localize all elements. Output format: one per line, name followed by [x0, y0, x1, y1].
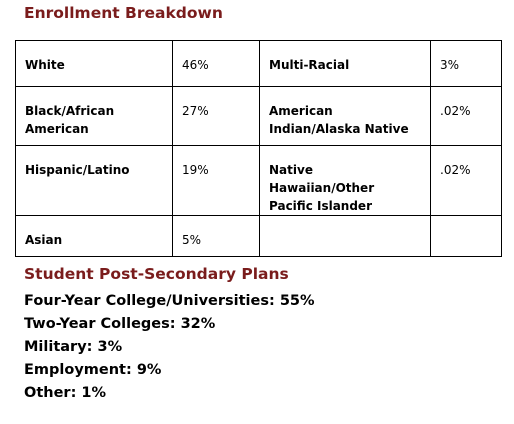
group-label: American Indian/Alaska Native: [259, 86, 431, 146]
group-label: Multi-Racial: [259, 40, 431, 87]
group-percent: 5%: [172, 215, 260, 257]
group-label: White: [15, 40, 173, 87]
group-percent: .02%: [430, 145, 502, 216]
plans-title: Student Post-Secondary Plans: [24, 265, 289, 283]
group-percent: 46%: [172, 40, 260, 87]
table-row: Black/African American 27% American Indi…: [15, 86, 502, 146]
table-row: White 46% Multi-Racial 3%: [15, 40, 502, 87]
list-item: Four-Year College/Universities: 55%: [24, 293, 315, 309]
group-label: Hispanic/Latino: [15, 145, 173, 216]
group-label: Black/African American: [15, 86, 173, 146]
list-item: Employment: 9%: [24, 362, 162, 378]
group-label: Asian: [15, 215, 173, 257]
list-item: Military: 3%: [24, 339, 123, 355]
empty-cell: [259, 215, 431, 257]
list-item: Two-Year Colleges: 32%: [24, 316, 216, 332]
group-percent: .02%: [430, 86, 502, 146]
plans-list: Four-Year College/Universities: 55% Two-…: [24, 290, 315, 405]
group-percent: 3%: [430, 40, 502, 87]
list-item: Other: 1%: [24, 385, 107, 401]
table-row: Asian 5%: [15, 215, 502, 257]
group-percent: 19%: [172, 145, 260, 216]
table-row: Hispanic/Latino 19% Native Hawaiian/Othe…: [15, 145, 502, 216]
enrollment-table: White 46% Multi-Racial 3% Black/African …: [15, 40, 502, 257]
enrollment-title: Enrollment Breakdown: [24, 4, 223, 22]
group-percent: 27%: [172, 86, 260, 146]
empty-cell: [430, 215, 502, 257]
group-label: Native Hawaiian/Other Pacific Islander: [259, 145, 431, 216]
